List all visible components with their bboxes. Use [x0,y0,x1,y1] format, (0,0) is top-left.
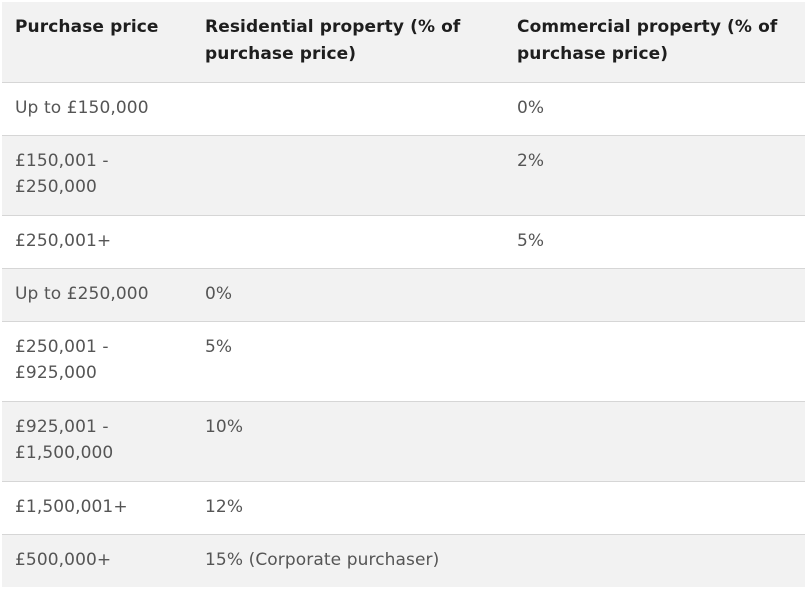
cell-purchase-price: £150,001 - £250,000 [15,150,109,198]
cell-purchase-price: £250,001+ [15,230,112,251]
header-residential-property: Residential property (% of purchase pric… [192,2,504,82]
cell-commercial-rate [504,401,805,481]
cell-residential-rate [192,215,504,268]
cell-commercial-rate [504,321,805,401]
cell-residential-rate: 10% [205,416,244,437]
cell-purchase-price: £925,001 - £1,500,000 [15,416,114,464]
cell-commercial-rate [504,534,805,587]
table-row: £500,000+ 15% (Corporate purchaser) [2,534,805,587]
cell-commercial-rate: 5% [517,230,545,251]
table-row: £150,001 - £250,000 2% [2,135,805,215]
cell-commercial-rate: 0% [517,97,545,118]
cell-commercial-rate: 2% [517,150,545,171]
cell-purchase-price: £500,000+ [15,549,112,570]
cell-residential-rate [192,82,504,135]
cell-commercial-rate [504,268,805,321]
table-row: £1,500,001+ 12% [2,481,805,534]
cell-residential-rate [192,135,504,215]
cell-purchase-price: £1,500,001+ [15,496,128,517]
cell-residential-rate: 0% [205,283,233,304]
header-purchase-price: Purchase price [2,2,192,82]
table-row: £925,001 - £1,500,000 10% [2,401,805,481]
cell-residential-rate: 15% (Corporate purchaser) [205,549,440,570]
cell-commercial-rate [504,481,805,534]
table-body: Up to £150,000 0% £150,001 - £250,000 2%… [2,82,805,587]
cell-residential-rate: 5% [205,336,233,357]
table-row: Up to £250,000 0% [2,268,805,321]
table-header: Purchase price Residential property (% o… [2,2,805,82]
table-row: Up to £150,000 0% [2,82,805,135]
cell-purchase-price: Up to £250,000 [15,283,149,304]
cell-purchase-price: £250,001 - £925,000 [15,336,109,384]
cell-purchase-price: Up to £150,000 [15,97,149,118]
table-row: £250,001+ 5% [2,215,805,268]
table-row: £250,001 - £925,000 5% [2,321,805,401]
cell-residential-rate: 12% [205,496,244,517]
header-row: Purchase price Residential property (% o… [2,2,805,82]
header-commercial-property: Commercial property (% of purchase price… [504,2,805,82]
